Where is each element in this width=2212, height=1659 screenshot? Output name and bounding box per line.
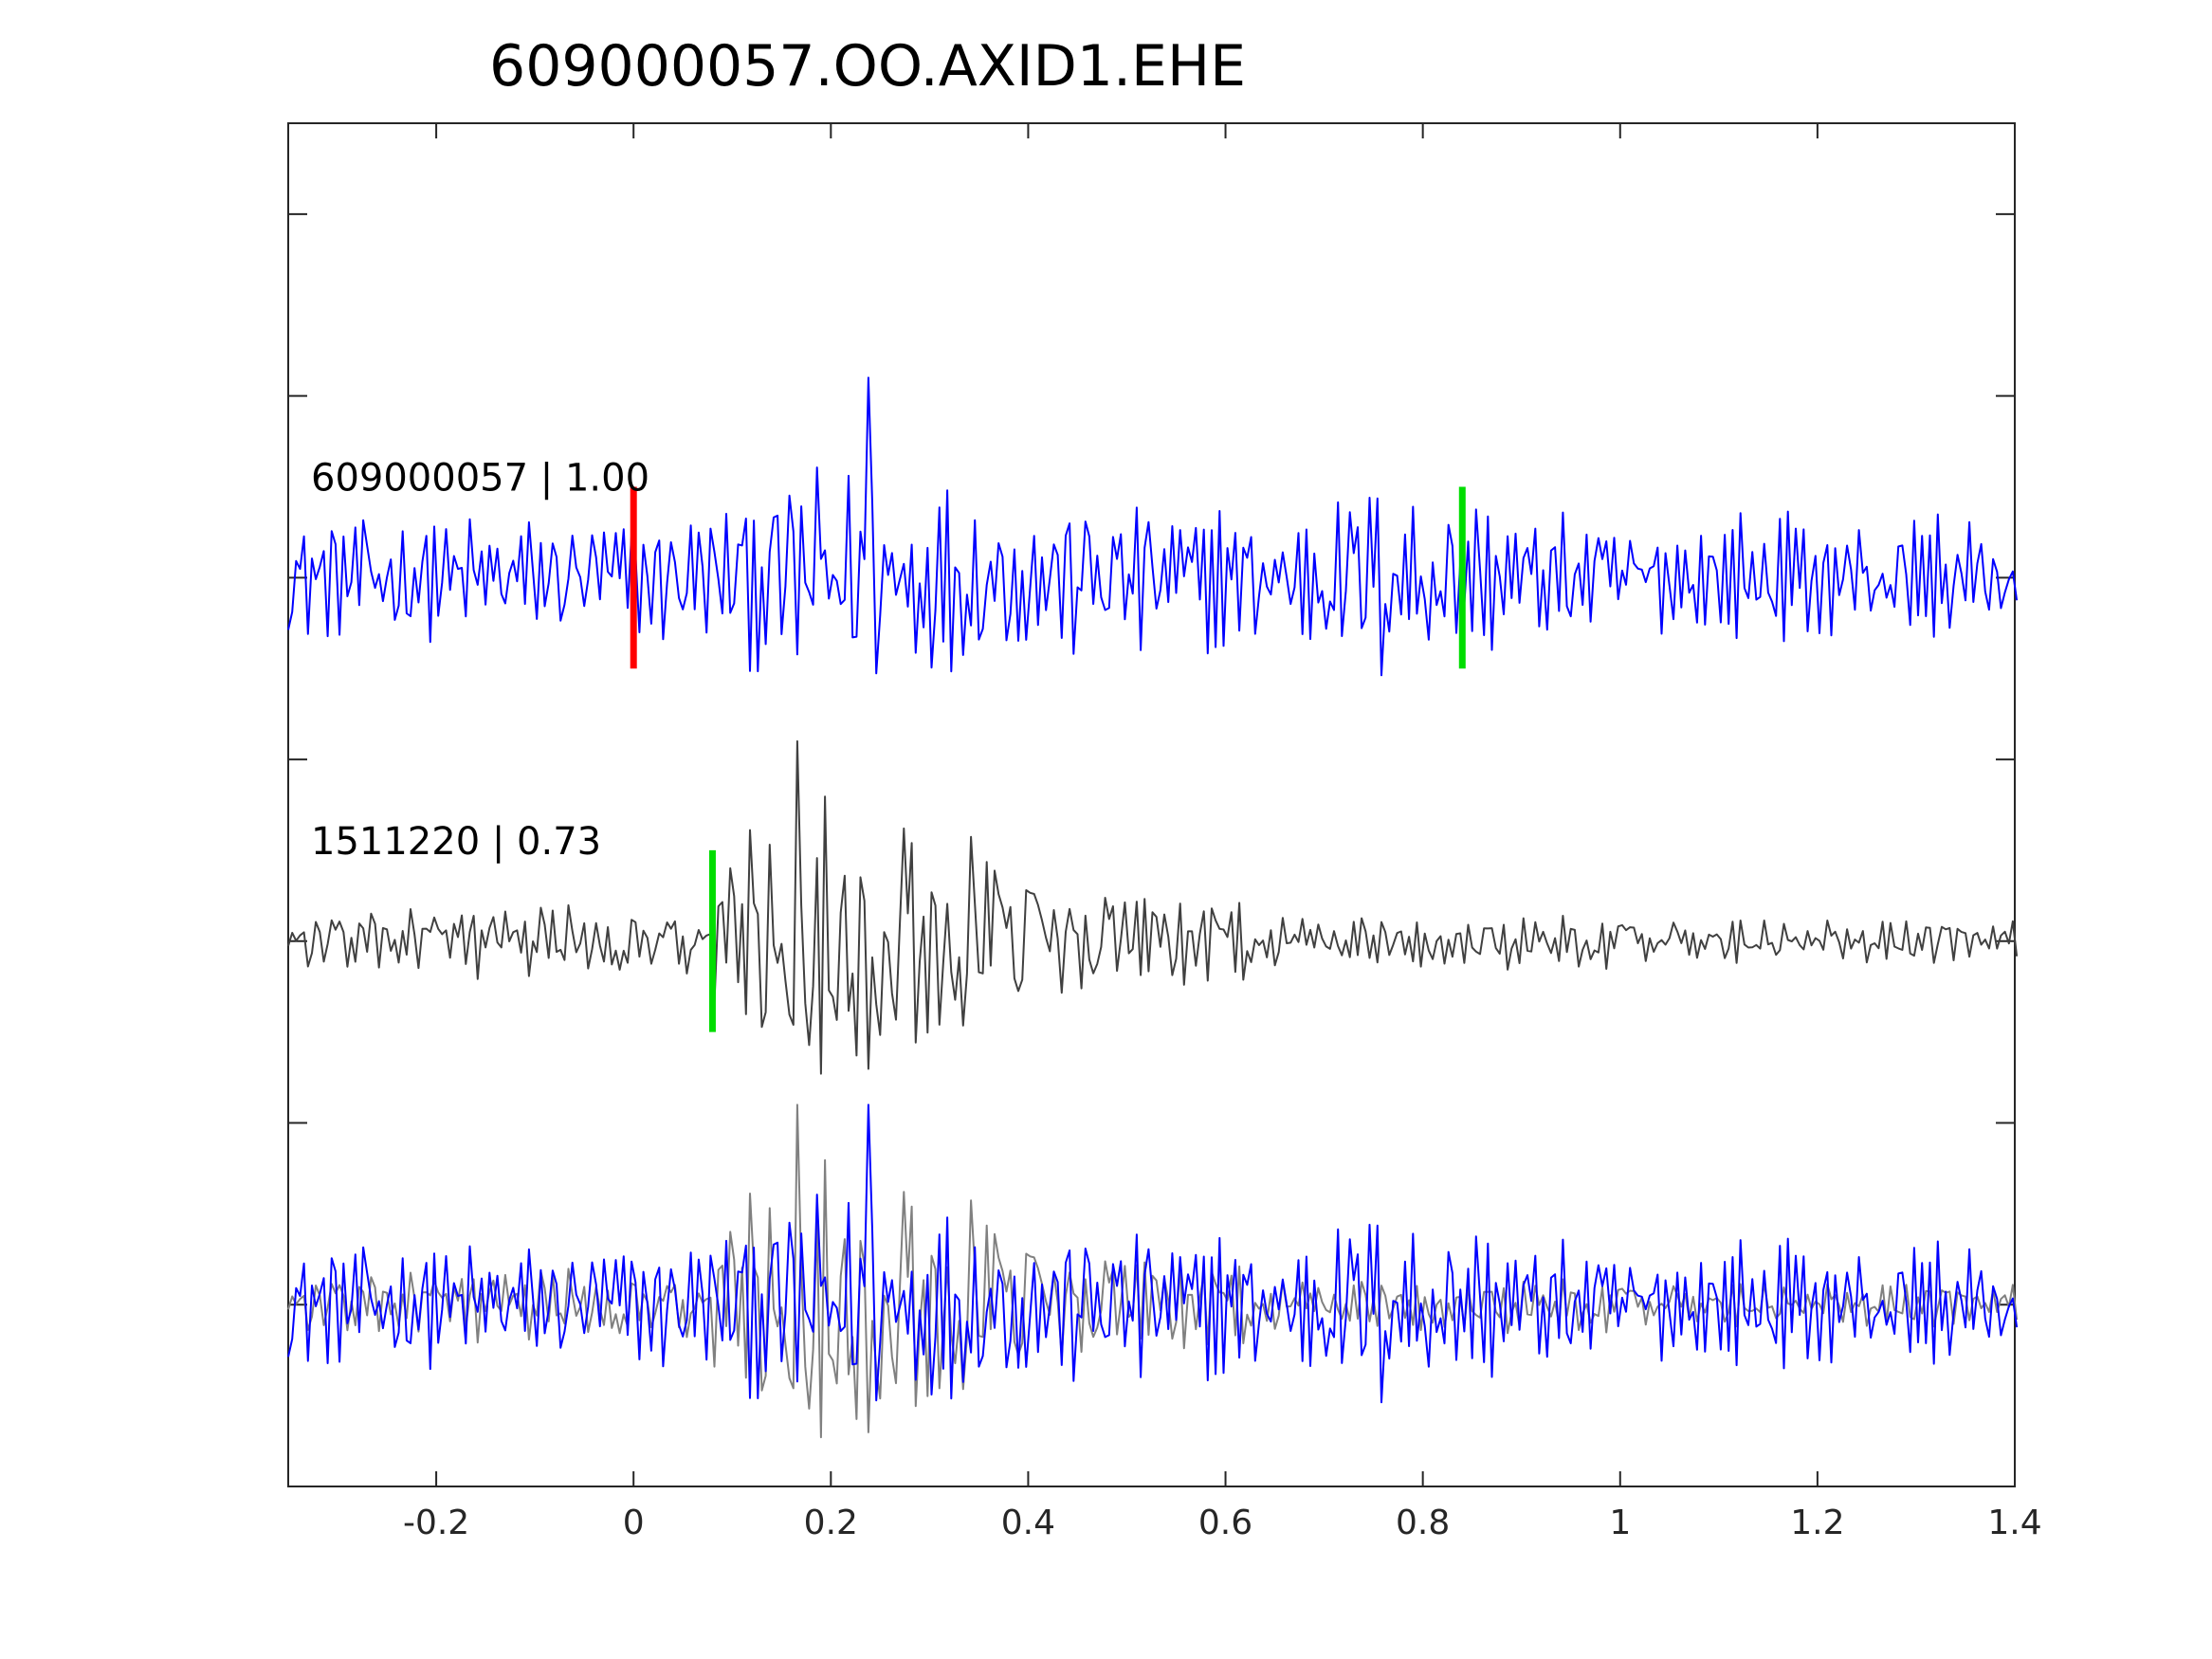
overlay-template-trace xyxy=(287,1103,2019,1404)
x-tick-label: 0 xyxy=(623,1504,645,1542)
x-tick-label: -0.2 xyxy=(403,1504,469,1542)
x-tick-label: 0.6 xyxy=(1198,1504,1252,1542)
x-tick-label: 1.2 xyxy=(1790,1504,1844,1542)
x-tick-label: 0.8 xyxy=(1396,1504,1450,1542)
template-trace xyxy=(287,376,2019,677)
trace-label: 1511220 | 0.73 xyxy=(311,820,601,864)
x-tick-label: 0.2 xyxy=(804,1504,858,1542)
overlay-detection-trace xyxy=(287,1103,2019,1439)
x-tick-label: 1 xyxy=(1609,1504,1631,1542)
trace-label: 609000057 | 1.00 xyxy=(311,456,649,500)
axes-box xyxy=(287,122,2016,1487)
chart-title: 609000057.OO.AXID1.EHE xyxy=(489,33,1246,100)
x-tick-label: 1.4 xyxy=(1987,1504,2041,1542)
detection-trace xyxy=(287,739,2019,1075)
plot-area: -0.2 0 0.2 0.4 0.6 0.8 1 1.2 1.4 609000057 | 1.00… xyxy=(287,122,2042,1542)
x-tick-label: 0.4 xyxy=(1001,1504,1055,1542)
